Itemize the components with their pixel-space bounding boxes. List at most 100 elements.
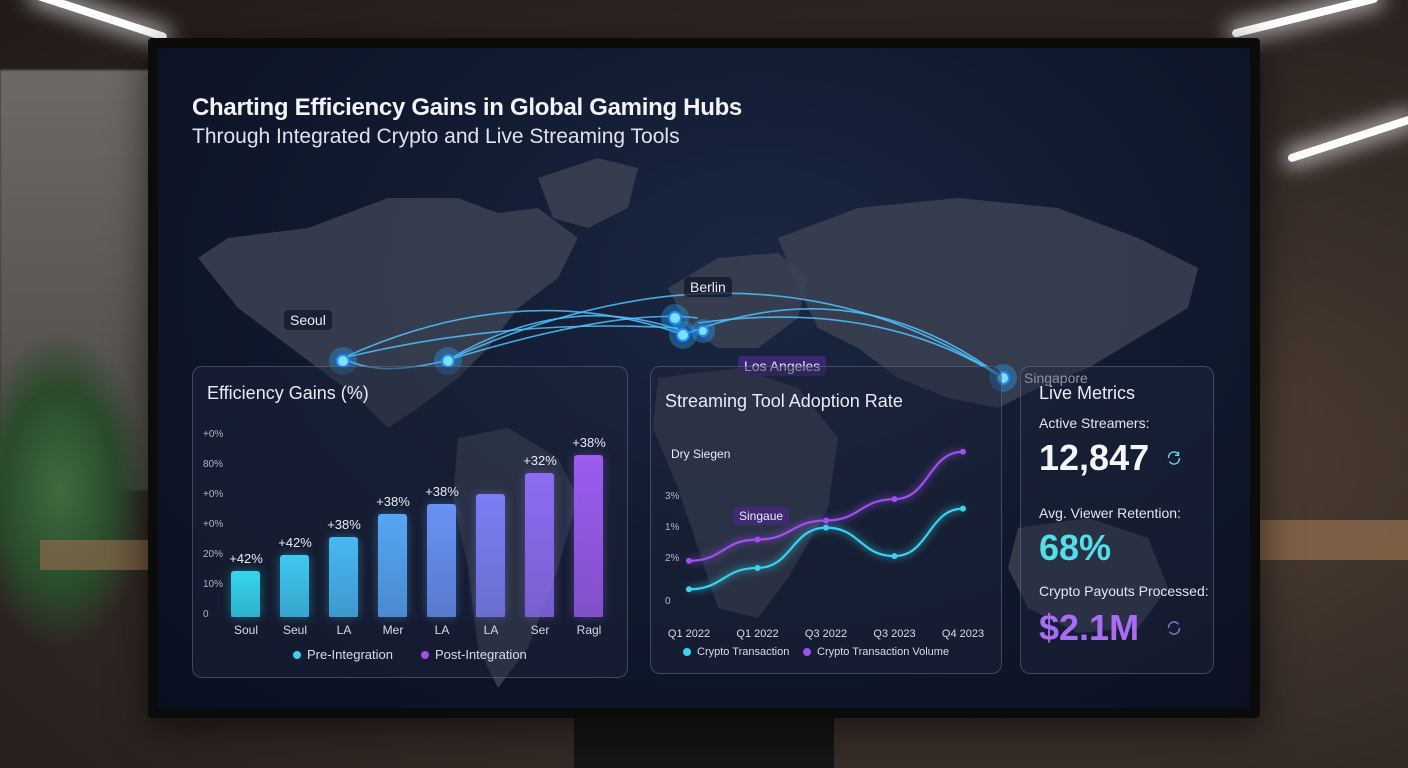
series-point[interactable] <box>891 496 898 503</box>
x-axis-tick: Q3 2022 <box>805 628 847 640</box>
y-axis-tick: +0% <box>203 519 224 530</box>
background-table-left <box>40 540 150 570</box>
series-point[interactable] <box>960 448 966 455</box>
hub-node-seoul[interactable] <box>336 354 350 368</box>
x-axis-category-label: Seul <box>282 623 308 637</box>
series-point[interactable] <box>754 564 761 571</box>
city-label-los-angeles: Los Angeles <box>738 356 827 376</box>
city-label-singapore: Singapore <box>1024 370 1088 386</box>
legend-label: Post-Integration <box>435 647 527 662</box>
adoption-legend-crypto-volume: Crypto Transaction Volume <box>803 646 949 658</box>
series-point[interactable] <box>823 524 829 531</box>
asia-land <box>778 198 1198 408</box>
ceiling-light-right-lower <box>1286 115 1408 163</box>
x-axis-category-label: Ragl <box>576 623 602 637</box>
monitor-stand <box>574 716 834 768</box>
refresh-icon[interactable] <box>1165 619 1183 637</box>
series-point[interactable] <box>686 586 692 593</box>
refresh-icon[interactable] <box>1165 449 1183 467</box>
legend-dot-icon <box>421 650 429 659</box>
route-arc <box>447 314 689 361</box>
bar-value-label: +38% <box>425 483 459 499</box>
efficiency-bar[interactable] <box>427 503 456 617</box>
x-axis-category-label: LA <box>434 623 450 637</box>
series-line <box>688 450 964 562</box>
efficiency-bar[interactable] <box>280 555 309 617</box>
efficiency-panel: Efficiency Gains (%) +0% 80% +0% +0% 20% 10% 0… <box>192 366 628 678</box>
series-point[interactable] <box>960 505 966 512</box>
route-arc <box>697 316 1004 379</box>
legend-label: Crypto Transaction Volume <box>817 646 950 658</box>
adoption-panel-title: Streaming Tool Adoption Rate <box>665 391 903 411</box>
crypto-payouts-value: $2.1M <box>1039 607 1140 648</box>
live-metrics-panel: Live Metrics Active Streamers: 12,847 Av… <box>1020 366 1214 674</box>
dashboard-screen: Charting Efficiency Gains in Global Gami… <box>158 48 1250 708</box>
background-table-right <box>1248 520 1408 560</box>
adoption-line-chart: 3% 1% 2% 0 Q1 2022 Q1 2022 Q3 2022 Q3 2023 Q4 20… <box>665 448 984 640</box>
x-axis-category-label: Soul <box>233 623 259 637</box>
bar-value-label: +38% <box>327 517 361 533</box>
active-streamers-value: 12,847 <box>1039 437 1150 478</box>
background-plant <box>0 330 150 650</box>
legend-label: Pre-Integration <box>307 647 393 662</box>
map-label-singaue: Singaue <box>733 507 790 525</box>
x-axis-category-label: LA <box>483 623 499 637</box>
efficiency-bar[interactable] <box>574 455 603 617</box>
efficiency-panel-title: Efficiency Gains (%) <box>207 383 369 403</box>
x-axis-tick: Q4 2023 <box>942 628 984 640</box>
bar-value-label: +42% <box>229 550 263 566</box>
x-axis-category-label: LA <box>336 623 352 637</box>
monitor: Charting Efficiency Gains in Global Gami… <box>148 38 1260 718</box>
y-axis-tick: 3% <box>665 491 680 502</box>
legend-label: Crypto Transaction <box>697 646 790 658</box>
route-arc <box>342 309 679 359</box>
bar-value-label: +38% <box>376 494 410 510</box>
y-axis-tick: 0 <box>665 596 671 607</box>
y-axis-tick: 80% <box>203 459 224 470</box>
hub-node-los-angeles[interactable] <box>676 328 690 342</box>
bar-value-label: +42% <box>278 535 312 551</box>
crypto-payouts-label: Crypto Payouts Processed: <box>1039 583 1209 599</box>
active-streamers-label: Active Streamers: <box>1039 415 1150 431</box>
live-metrics-title: Live Metrics <box>1039 383 1136 403</box>
y-axis-tick: 20% <box>203 549 224 560</box>
legend-dot-icon <box>803 648 811 656</box>
ceiling-light-right <box>1231 0 1379 39</box>
x-axis-tick: Q1 2022 <box>736 628 778 640</box>
efficiency-legend-post: Post-Integration <box>421 647 527 662</box>
hub-node-berlin[interactable] <box>668 311 682 325</box>
x-axis-tick: Q3 2023 <box>873 628 915 640</box>
series-point[interactable] <box>754 536 761 543</box>
efficiency-bar[interactable] <box>525 473 554 617</box>
dashboard-title: Charting Efficiency Gains in Global Gami… <box>192 94 742 121</box>
legend-dot-icon <box>293 650 301 659</box>
series-point[interactable] <box>823 517 829 524</box>
route-arc <box>447 292 1004 379</box>
dashboard-subtitle: Through Integrated Crypto and Live Strea… <box>192 125 680 148</box>
legend-dot-icon <box>683 648 691 656</box>
x-axis-category-label: Ser <box>530 623 550 637</box>
y-axis-tick: 2% <box>665 553 680 564</box>
efficiency-bar[interactable] <box>231 570 260 617</box>
series-point[interactable] <box>686 557 692 564</box>
series-point[interactable] <box>891 553 898 560</box>
efficiency-bar[interactable] <box>329 537 358 617</box>
hub-node[interactable] <box>441 354 455 368</box>
y-axis-tick: 1% <box>665 522 680 533</box>
bar-value-label: +38% <box>572 435 606 450</box>
y-axis-tick: 0 <box>203 609 209 620</box>
greenland-land <box>538 158 638 228</box>
viewer-retention-label: Avg. Viewer Retention: <box>1039 505 1181 521</box>
efficiency-legend-pre: Pre-Integration <box>293 647 393 662</box>
x-axis-category-label: Mer <box>382 623 404 637</box>
ceiling-light-left <box>32 0 168 42</box>
x-axis-tick: Q1 2022 <box>668 628 710 640</box>
city-label-seoul: Seoul <box>284 310 332 330</box>
efficiency-bar[interactable] <box>476 493 505 617</box>
australia-land <box>1008 518 1168 633</box>
bar-value-label: +32% <box>523 453 557 468</box>
hub-node[interactable] <box>697 325 709 337</box>
efficiency-bar[interactable] <box>378 514 407 617</box>
adoption-legend-crypto-transaction: Crypto Transaction <box>683 646 789 658</box>
viewer-retention-value: 68% <box>1039 527 1112 568</box>
